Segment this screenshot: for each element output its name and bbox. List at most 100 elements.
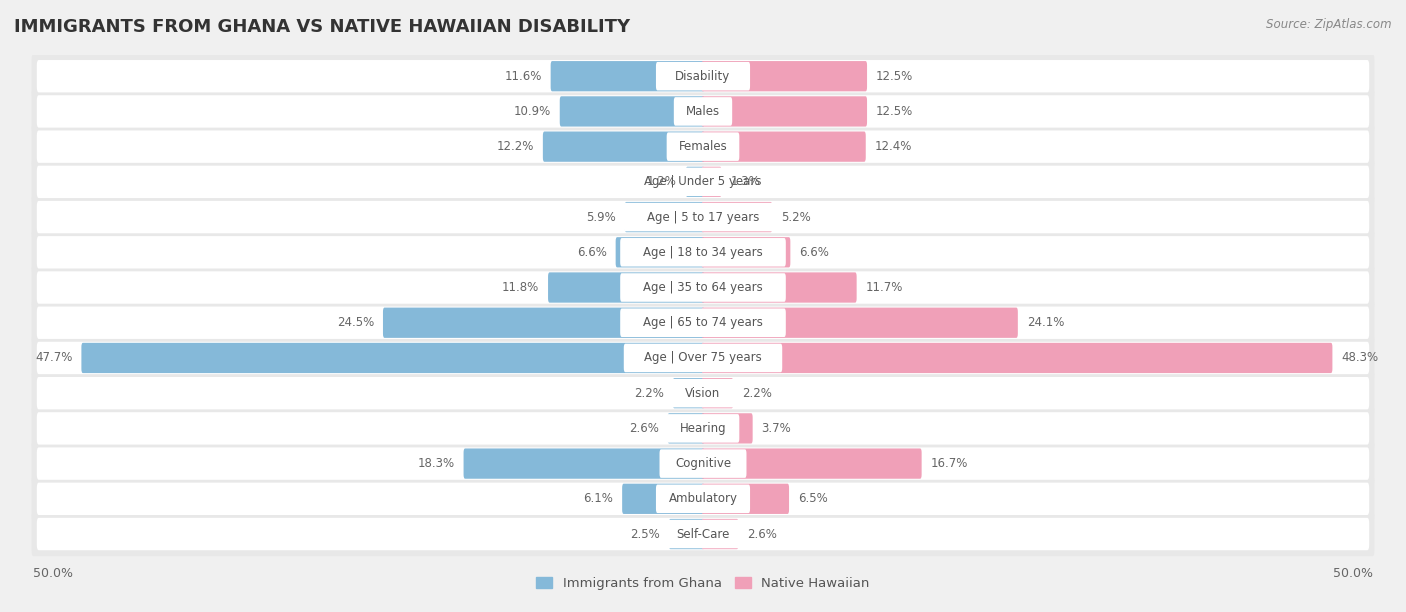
FancyBboxPatch shape bbox=[702, 237, 790, 267]
Text: 12.5%: 12.5% bbox=[876, 105, 912, 118]
FancyBboxPatch shape bbox=[37, 377, 1369, 409]
FancyBboxPatch shape bbox=[31, 266, 1375, 310]
FancyBboxPatch shape bbox=[702, 483, 789, 514]
Text: 1.3%: 1.3% bbox=[730, 176, 761, 188]
FancyBboxPatch shape bbox=[37, 271, 1369, 304]
FancyBboxPatch shape bbox=[702, 61, 868, 91]
Text: 24.1%: 24.1% bbox=[1026, 316, 1064, 329]
Legend: Immigrants from Ghana, Native Hawaiian: Immigrants from Ghana, Native Hawaiian bbox=[531, 572, 875, 595]
Text: Disability: Disability bbox=[675, 70, 731, 83]
Text: 1.2%: 1.2% bbox=[647, 176, 678, 188]
FancyBboxPatch shape bbox=[666, 132, 740, 161]
Text: IMMIGRANTS FROM GHANA VS NATIVE HAWAIIAN DISABILITY: IMMIGRANTS FROM GHANA VS NATIVE HAWAIIAN… bbox=[14, 18, 630, 36]
FancyBboxPatch shape bbox=[621, 483, 704, 514]
FancyBboxPatch shape bbox=[666, 414, 740, 442]
FancyBboxPatch shape bbox=[31, 300, 1375, 345]
Text: 6.1%: 6.1% bbox=[583, 492, 613, 506]
FancyBboxPatch shape bbox=[673, 97, 733, 125]
Text: Females: Females bbox=[679, 140, 727, 153]
FancyBboxPatch shape bbox=[37, 130, 1369, 163]
Text: 2.6%: 2.6% bbox=[628, 422, 659, 435]
FancyBboxPatch shape bbox=[37, 483, 1369, 515]
FancyBboxPatch shape bbox=[31, 124, 1375, 169]
Text: 6.6%: 6.6% bbox=[799, 246, 830, 259]
FancyBboxPatch shape bbox=[37, 95, 1369, 128]
Text: 2.2%: 2.2% bbox=[742, 387, 772, 400]
FancyBboxPatch shape bbox=[551, 61, 704, 91]
Text: Hearing: Hearing bbox=[679, 422, 727, 435]
FancyBboxPatch shape bbox=[702, 413, 752, 444]
FancyBboxPatch shape bbox=[659, 520, 747, 548]
FancyBboxPatch shape bbox=[37, 236, 1369, 269]
FancyBboxPatch shape bbox=[382, 308, 704, 338]
FancyBboxPatch shape bbox=[31, 54, 1375, 99]
Text: 10.9%: 10.9% bbox=[513, 105, 551, 118]
FancyBboxPatch shape bbox=[31, 406, 1375, 450]
Text: Cognitive: Cognitive bbox=[675, 457, 731, 470]
FancyBboxPatch shape bbox=[702, 449, 922, 479]
FancyBboxPatch shape bbox=[37, 518, 1369, 550]
FancyBboxPatch shape bbox=[671, 379, 735, 408]
FancyBboxPatch shape bbox=[657, 62, 749, 91]
FancyBboxPatch shape bbox=[669, 519, 704, 549]
FancyBboxPatch shape bbox=[31, 477, 1375, 521]
Text: Age | Under 5 years: Age | Under 5 years bbox=[644, 176, 762, 188]
FancyBboxPatch shape bbox=[702, 343, 1333, 373]
Text: Ambulatory: Ambulatory bbox=[668, 492, 738, 506]
Text: Age | 5 to 17 years: Age | 5 to 17 years bbox=[647, 211, 759, 223]
Text: 12.2%: 12.2% bbox=[496, 140, 534, 153]
Text: Age | Over 75 years: Age | Over 75 years bbox=[644, 351, 762, 364]
FancyBboxPatch shape bbox=[702, 519, 738, 549]
FancyBboxPatch shape bbox=[82, 343, 704, 373]
Text: 12.5%: 12.5% bbox=[876, 70, 912, 83]
Text: Age | 18 to 34 years: Age | 18 to 34 years bbox=[643, 246, 763, 259]
Text: 11.6%: 11.6% bbox=[505, 70, 541, 83]
Text: Age | 35 to 64 years: Age | 35 to 64 years bbox=[643, 281, 763, 294]
Text: 6.6%: 6.6% bbox=[576, 246, 607, 259]
Text: Age | 65 to 74 years: Age | 65 to 74 years bbox=[643, 316, 763, 329]
FancyBboxPatch shape bbox=[657, 485, 749, 513]
FancyBboxPatch shape bbox=[620, 273, 786, 302]
FancyBboxPatch shape bbox=[548, 272, 704, 303]
FancyBboxPatch shape bbox=[560, 96, 704, 127]
FancyBboxPatch shape bbox=[37, 201, 1369, 233]
FancyBboxPatch shape bbox=[620, 308, 786, 337]
FancyBboxPatch shape bbox=[31, 371, 1375, 416]
FancyBboxPatch shape bbox=[37, 412, 1369, 444]
Text: Males: Males bbox=[686, 105, 720, 118]
FancyBboxPatch shape bbox=[37, 166, 1369, 198]
FancyBboxPatch shape bbox=[702, 132, 866, 162]
Text: 3.7%: 3.7% bbox=[762, 422, 792, 435]
Text: Source: ZipAtlas.com: Source: ZipAtlas.com bbox=[1267, 18, 1392, 31]
FancyBboxPatch shape bbox=[464, 449, 704, 479]
FancyBboxPatch shape bbox=[31, 512, 1375, 556]
FancyBboxPatch shape bbox=[543, 132, 704, 162]
Text: 18.3%: 18.3% bbox=[418, 457, 454, 470]
FancyBboxPatch shape bbox=[624, 344, 782, 372]
Text: 2.2%: 2.2% bbox=[634, 387, 664, 400]
FancyBboxPatch shape bbox=[624, 203, 782, 231]
FancyBboxPatch shape bbox=[686, 166, 704, 197]
Text: 47.7%: 47.7% bbox=[35, 351, 73, 364]
Text: Self-Care: Self-Care bbox=[676, 528, 730, 540]
FancyBboxPatch shape bbox=[620, 238, 786, 267]
Text: 2.5%: 2.5% bbox=[630, 528, 659, 540]
FancyBboxPatch shape bbox=[624, 202, 704, 232]
FancyBboxPatch shape bbox=[37, 60, 1369, 92]
Text: 16.7%: 16.7% bbox=[931, 457, 967, 470]
FancyBboxPatch shape bbox=[673, 378, 704, 408]
Text: 11.7%: 11.7% bbox=[866, 281, 903, 294]
Text: 5.9%: 5.9% bbox=[586, 211, 616, 223]
FancyBboxPatch shape bbox=[37, 447, 1369, 480]
Text: 6.5%: 6.5% bbox=[797, 492, 828, 506]
FancyBboxPatch shape bbox=[31, 160, 1375, 204]
FancyBboxPatch shape bbox=[702, 166, 721, 197]
Text: 5.2%: 5.2% bbox=[780, 211, 811, 223]
FancyBboxPatch shape bbox=[31, 230, 1375, 274]
FancyBboxPatch shape bbox=[659, 449, 747, 478]
FancyBboxPatch shape bbox=[31, 336, 1375, 380]
Text: 24.5%: 24.5% bbox=[337, 316, 374, 329]
FancyBboxPatch shape bbox=[702, 308, 1018, 338]
Text: 11.8%: 11.8% bbox=[502, 281, 540, 294]
FancyBboxPatch shape bbox=[31, 89, 1375, 133]
